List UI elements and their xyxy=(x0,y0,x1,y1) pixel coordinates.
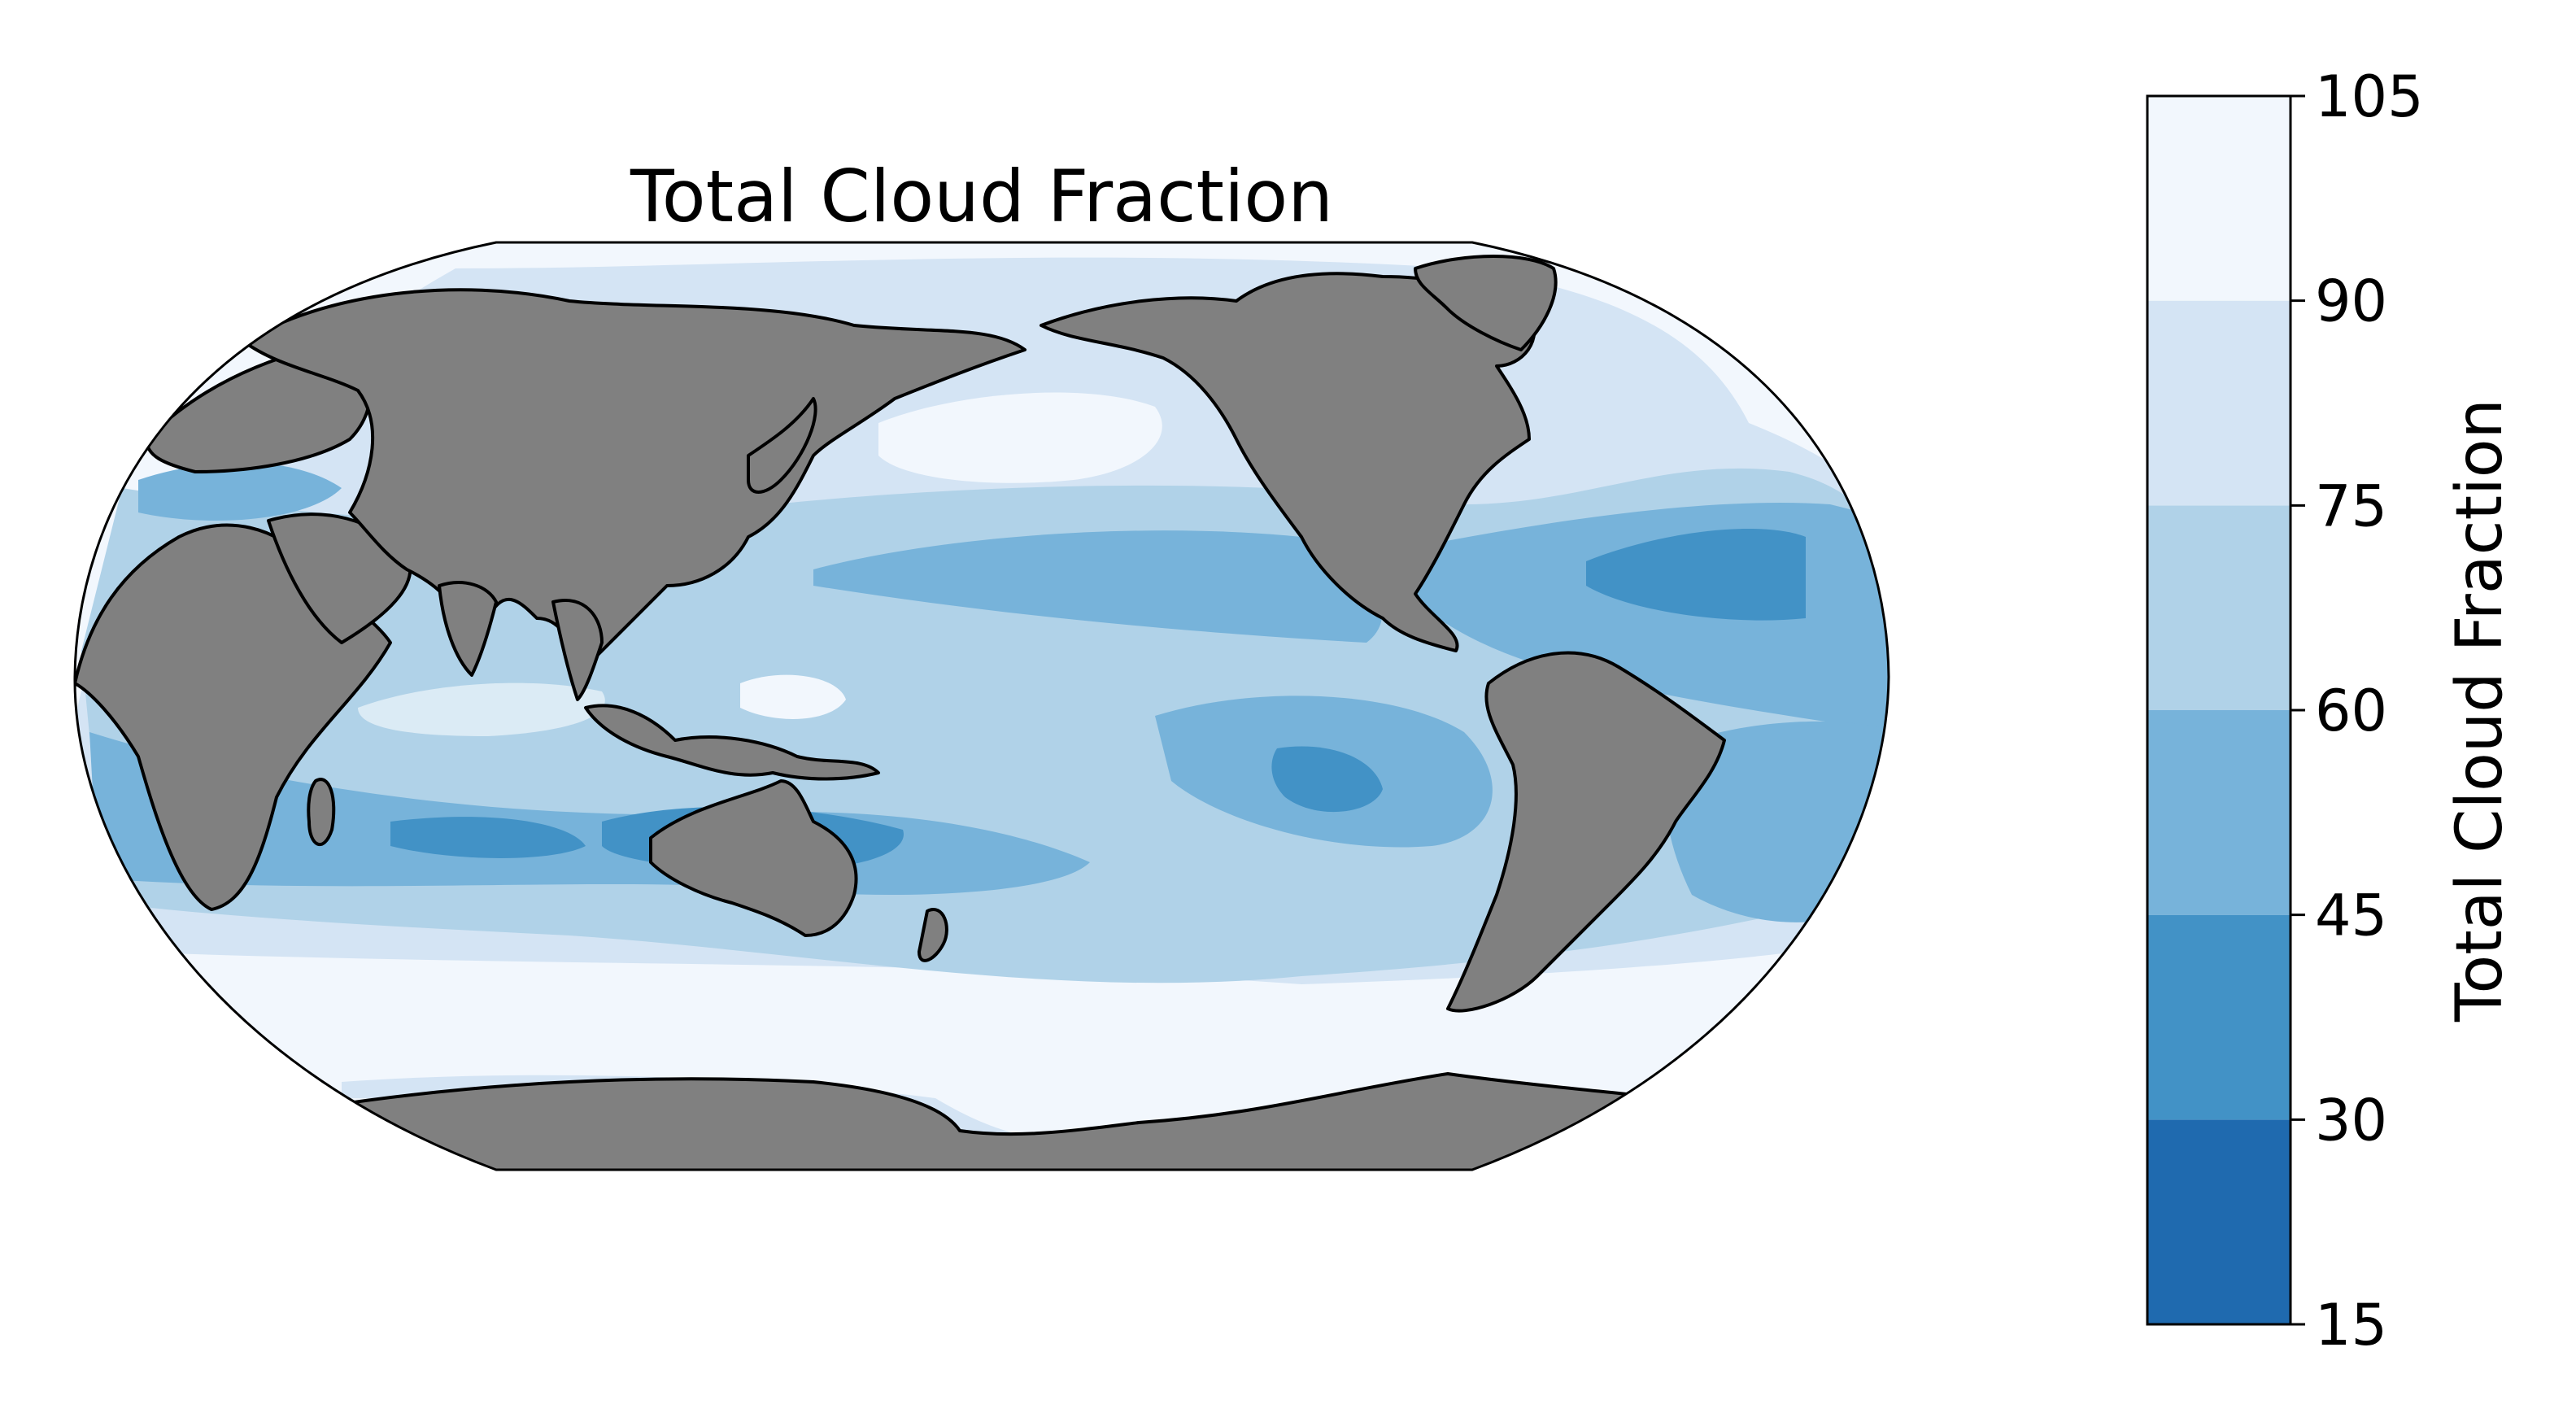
colorbar-segment xyxy=(2147,96,2291,301)
colorbar-tick-label: 90 xyxy=(2315,268,2387,335)
land-eurasia xyxy=(242,288,1026,669)
colorbar-tick-label: 30 xyxy=(2315,1087,2387,1153)
map-panel xyxy=(74,242,1890,1170)
land-north-america xyxy=(1040,272,1536,652)
cloud-region-90-105-warm-pool xyxy=(740,674,846,719)
colorbar-segment xyxy=(2147,300,2291,506)
land-antarctica xyxy=(283,1072,1710,1170)
cloud-region-30-45-sepacific xyxy=(1271,746,1383,813)
colorbar-segments xyxy=(2147,96,2291,1324)
cloud-region-45-60-mediterranean xyxy=(138,462,342,521)
cloud-region-45-60-npacific xyxy=(813,530,1383,643)
colorbar-segment xyxy=(2147,710,2291,915)
land-maritime-continent xyxy=(584,704,880,781)
cloud-region-30-45-natlantic xyxy=(1586,529,1806,621)
cloud-region-90-105-indian xyxy=(358,682,605,736)
colorbar-tick-label: 45 xyxy=(2315,883,2387,949)
colorbar-tick-label: 105 xyxy=(2315,63,2424,130)
land-arabia xyxy=(267,512,412,644)
land-greenland xyxy=(1414,255,1558,351)
colorbar-label: Total Cloud Fraction xyxy=(2443,399,2517,1023)
cloud-region-90-105-npacific xyxy=(878,392,1162,483)
colorbar-segment xyxy=(2147,505,2291,710)
land-africa xyxy=(74,523,392,911)
land-australia xyxy=(649,779,858,937)
colorbar: 15 30 45 60 75 90 105 Total Cloud Fraction xyxy=(2146,63,2517,1358)
colorbar-segment xyxy=(2147,914,2291,1120)
land-japan xyxy=(747,397,817,494)
land-madagascar xyxy=(307,778,336,847)
colorbar-segment xyxy=(2147,1119,2291,1324)
land-india xyxy=(438,581,498,677)
colorbar-tick-label: 75 xyxy=(2315,473,2387,539)
land-new-zealand xyxy=(918,908,948,962)
colorbar-tick-label: 60 xyxy=(2315,678,2387,744)
map-title: Total Cloud Fraction xyxy=(630,155,1333,238)
cloud-region-30-45-indian xyxy=(390,817,586,858)
land-indochina xyxy=(551,599,604,701)
map-outline xyxy=(73,241,1890,1171)
colorbar-ticks: 15 30 45 60 75 90 105 xyxy=(2291,63,2424,1358)
colorbar-tick-label: 15 xyxy=(2315,1292,2387,1358)
land-south-america xyxy=(1446,651,1726,1013)
